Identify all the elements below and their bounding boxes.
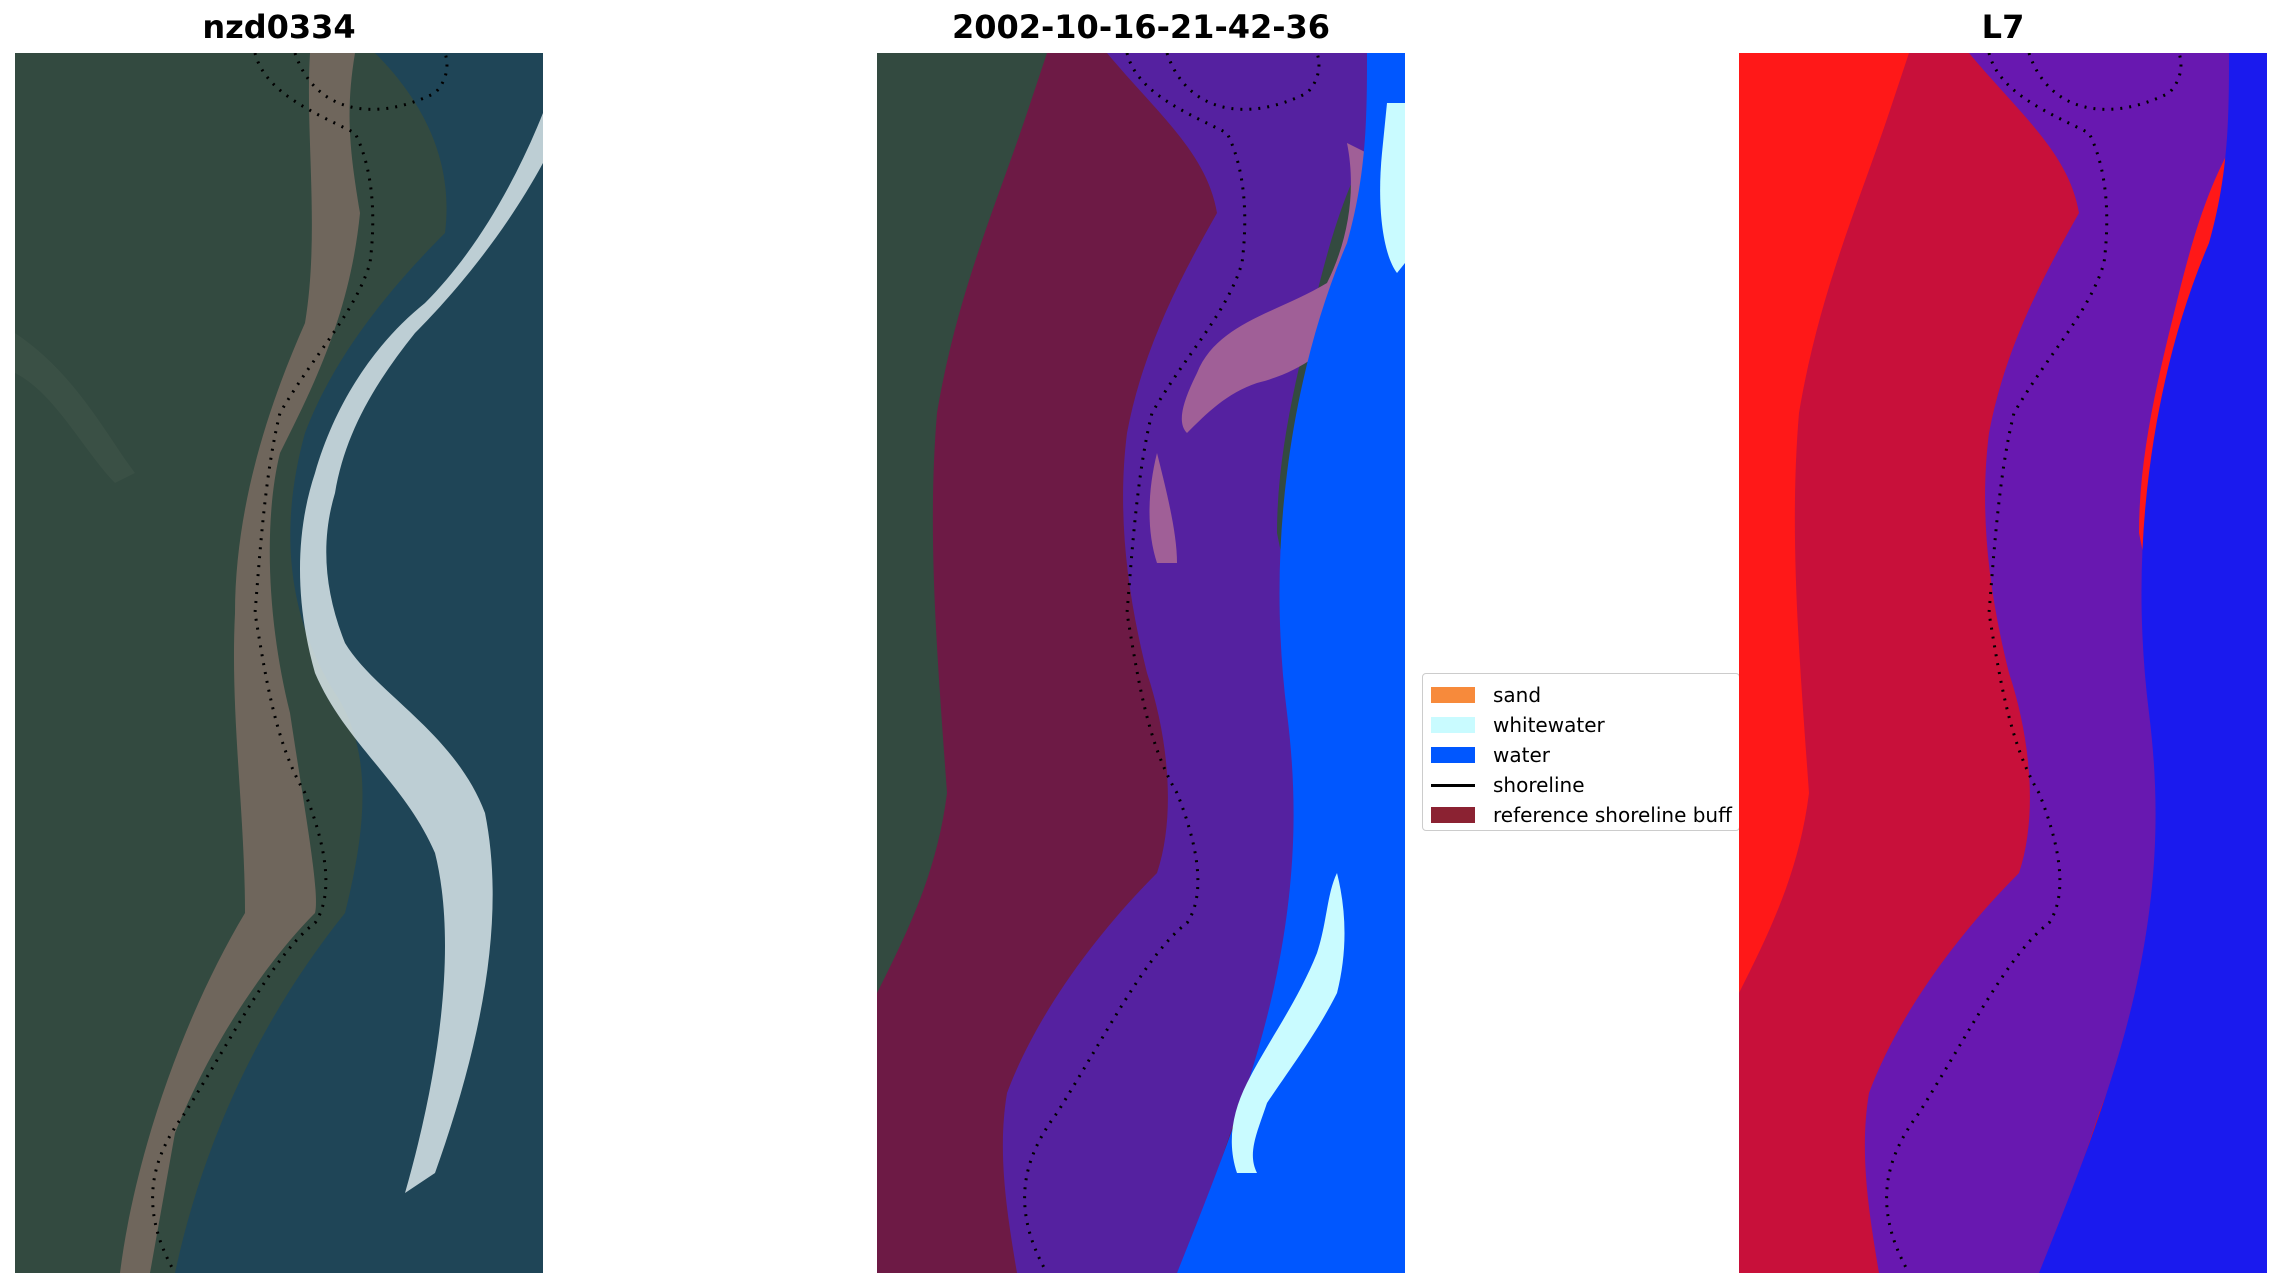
water-buffer-index bbox=[1864, 53, 2267, 1273]
shoreline-line-swatch bbox=[1431, 783, 1475, 787]
legend-label-sand: sand bbox=[1493, 683, 1542, 707]
surf-foam bbox=[300, 113, 543, 1193]
sand-patch-small bbox=[1149, 453, 1177, 563]
beach-strip bbox=[120, 53, 360, 1273]
legend-item-reference-buffer: reference shoreline buff bbox=[1431, 800, 1732, 830]
shoreline-rgb bbox=[151, 53, 375, 1273]
panel-title-classified: 2002-10-16-21-42-36 bbox=[951, 8, 1331, 46]
legend-label-whitewater: whitewater bbox=[1493, 713, 1605, 737]
legend-item-sand: sand bbox=[1431, 680, 1541, 710]
whitewater-class bbox=[1380, 103, 1405, 273]
legend-label-reference-buffer: reference shoreline buff bbox=[1493, 803, 1732, 827]
reference-buffer-swatch bbox=[1431, 807, 1475, 823]
legend-item-shoreline: shoreline bbox=[1431, 770, 1585, 800]
legend-label-water: water bbox=[1493, 743, 1550, 767]
sand-swatch bbox=[1431, 687, 1475, 703]
legend: sand whitewater water shoreline referenc… bbox=[1422, 673, 1740, 831]
water-index bbox=[2039, 53, 2267, 1273]
rgb-image-panel bbox=[15, 53, 543, 1273]
classified-water-zone bbox=[1002, 53, 1405, 1273]
legend-label-shoreline: shoreline bbox=[1493, 773, 1585, 797]
shoreline-classified bbox=[1023, 53, 1247, 1273]
water-class bbox=[1177, 53, 1405, 1273]
shoreline-index bbox=[1885, 53, 2109, 1273]
index-image-panel bbox=[1739, 53, 2267, 1273]
whitewater-class-lower bbox=[1231, 873, 1345, 1173]
vegetation-texture bbox=[15, 333, 135, 483]
whitewater-swatch bbox=[1431, 717, 1475, 733]
panel-title-rgb: nzd0334 bbox=[202, 8, 356, 46]
panel-title-index: L7 bbox=[1981, 8, 2025, 46]
water-swatch bbox=[1431, 747, 1475, 763]
sand-patch bbox=[1181, 143, 1369, 433]
legend-item-water: water bbox=[1431, 740, 1550, 770]
classified-image-panel bbox=[877, 53, 1405, 1273]
legend-item-whitewater: whitewater bbox=[1431, 710, 1605, 740]
